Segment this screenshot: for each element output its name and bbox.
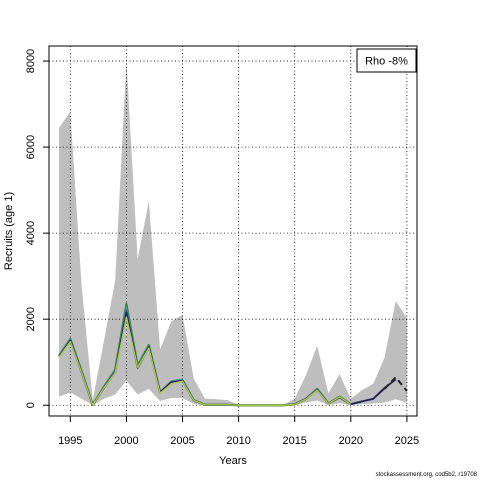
footer-credit: stockassessment.org, cod5b2, r19708 bbox=[375, 472, 477, 478]
x-tick-label: 1995 bbox=[58, 435, 82, 447]
y-tick-label: 8000 bbox=[25, 49, 37, 73]
x-axis-title: Years bbox=[219, 455, 247, 467]
forecast-dashed-line bbox=[383, 375, 408, 392]
grid bbox=[49, 46, 417, 416]
x-axis: 1995 2000 2005 2010 2015 2020 2025 bbox=[58, 415, 419, 447]
legend-text: Rho -8% bbox=[365, 56, 408, 68]
series-group bbox=[58, 303, 408, 407]
legend-box bbox=[356, 48, 417, 73]
confidence-band-area bbox=[59, 61, 407, 406]
y-axis-title: Recruits (age 1) bbox=[3, 192, 15, 270]
x-tick-label: 2025 bbox=[395, 435, 419, 447]
y-tick-label: 0 bbox=[25, 402, 37, 408]
x-tick-label: 2020 bbox=[339, 435, 363, 447]
confidence-band bbox=[59, 61, 407, 406]
x-tick-label: 2010 bbox=[226, 435, 250, 447]
y-tick-label: 4000 bbox=[25, 221, 37, 245]
legend: Rho -8% bbox=[356, 48, 417, 73]
x-tick-label: 2000 bbox=[114, 435, 138, 447]
x-tick-label: 2015 bbox=[282, 435, 306, 447]
y-tick-label: 6000 bbox=[25, 135, 37, 159]
y-tick-label: 2000 bbox=[25, 307, 37, 331]
series-line-6 bbox=[58, 316, 352, 406]
x-tick-label: 2005 bbox=[170, 435, 194, 447]
y-axis: 0 2000 4000 6000 8000 bbox=[25, 49, 49, 408]
